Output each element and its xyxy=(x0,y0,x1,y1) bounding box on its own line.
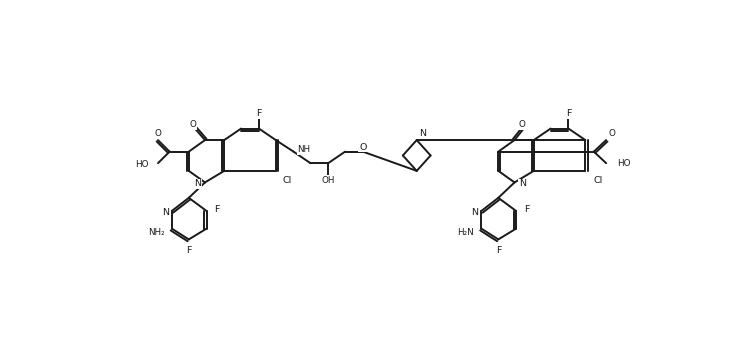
Text: H₂N: H₂N xyxy=(457,228,474,237)
Text: F: F xyxy=(186,246,191,255)
Text: NH: NH xyxy=(298,145,310,154)
Text: Cl: Cl xyxy=(283,176,292,185)
Text: OH: OH xyxy=(321,176,335,185)
Text: Cl: Cl xyxy=(283,176,292,185)
Text: N: N xyxy=(194,180,201,189)
Text: HO: HO xyxy=(135,160,149,169)
Text: HO: HO xyxy=(617,159,630,168)
Text: N: N xyxy=(519,180,526,189)
Text: O: O xyxy=(189,120,196,129)
Text: O: O xyxy=(359,143,367,152)
Text: O: O xyxy=(518,120,525,129)
Text: N: N xyxy=(161,208,169,217)
Text: Cl: Cl xyxy=(593,176,603,185)
Text: OH: OH xyxy=(321,176,335,185)
Text: N: N xyxy=(419,129,426,138)
Text: N: N xyxy=(194,180,201,189)
Text: F: F xyxy=(214,205,219,214)
Text: F: F xyxy=(565,109,571,118)
Text: O: O xyxy=(359,143,367,152)
Text: N: N xyxy=(419,129,426,138)
Text: F: F xyxy=(496,246,501,255)
Text: NH: NH xyxy=(298,145,310,154)
Text: F: F xyxy=(256,109,262,118)
Text: O: O xyxy=(609,129,616,138)
Text: F: F xyxy=(525,205,530,214)
Text: NH₂: NH₂ xyxy=(148,228,165,237)
Text: N: N xyxy=(519,180,526,189)
Text: O: O xyxy=(155,129,161,138)
Text: N: N xyxy=(471,208,478,217)
Text: Cl: Cl xyxy=(593,176,603,185)
